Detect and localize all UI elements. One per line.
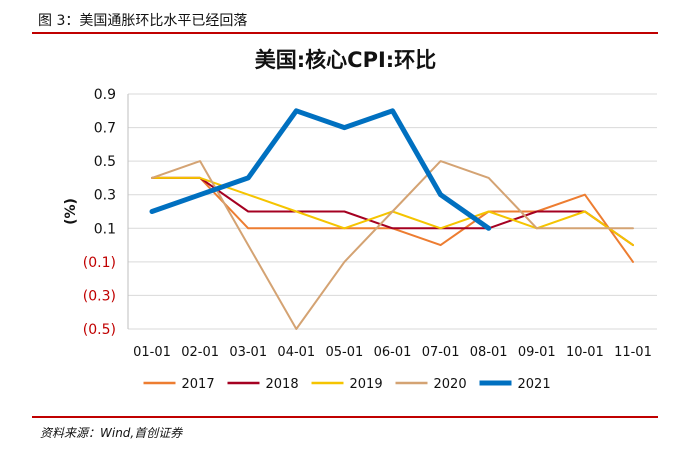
series-line-2020 [151, 160, 634, 330]
x-tick-label: 11-01 [614, 345, 652, 360]
y-tick-label: (0.5) [83, 322, 116, 338]
y-tick-label: (0.1) [83, 255, 116, 271]
figure-footer: 资料来源：Wind,首创证券 [32, 416, 658, 440]
x-tick-label: 08-01 [470, 345, 508, 360]
x-tick-label: 02-01 [181, 345, 219, 360]
x-tick-label: 06-01 [374, 345, 412, 360]
legend-label-2017: 2017 [182, 377, 215, 392]
x-tick-label: 09-01 [518, 345, 556, 360]
x-tick-label: 07-01 [422, 345, 460, 360]
legend-label-2019: 2019 [350, 377, 383, 392]
y-tick-label: 0.9 [94, 87, 116, 103]
legend-label-2018: 2018 [266, 377, 299, 392]
y-tick-label: 0.1 [94, 221, 116, 237]
x-tick-label: 03-01 [229, 345, 267, 360]
source-note: 资料来源：Wind,首创证券 [40, 426, 183, 440]
legend-label-2020: 2020 [434, 377, 467, 392]
x-tick-label: 05-01 [326, 345, 364, 360]
y-tick-label: 0.7 [94, 121, 116, 137]
x-tick-label: 10-01 [566, 345, 604, 360]
chart-title: 美国:核心CPI:环比 [254, 48, 437, 72]
x-tick-label: 01-01 [133, 345, 171, 360]
y-tick-label: 0.3 [94, 188, 116, 204]
series-line-2021 [149, 108, 492, 231]
series-line-2018 [151, 176, 634, 247]
figure-header: 图 3：美国通胀环比水平已经回落 [32, 6, 658, 34]
figure-header-text: 图 3：美国通胀环比水平已经回落 [38, 13, 248, 29]
legend-label-2021: 2021 [518, 377, 551, 392]
y-tick-label: 0.5 [94, 154, 116, 170]
x-tick-label: 04-01 [277, 345, 315, 360]
y-axis-label: (%) [63, 198, 79, 225]
y-tick-label: (0.3) [83, 288, 116, 304]
